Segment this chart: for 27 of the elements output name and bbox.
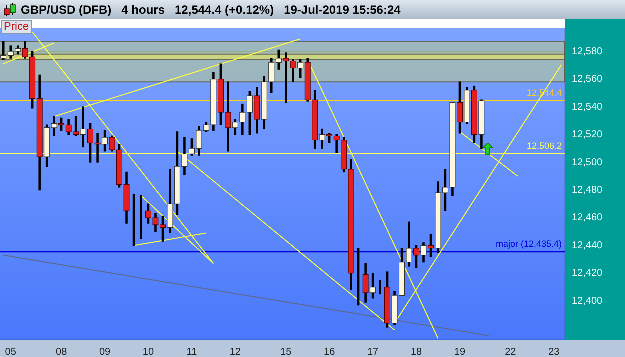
x-tick-label: 05 — [5, 346, 17, 357]
x-tick-label: 12 — [230, 346, 242, 357]
y-tick-label: 12,460 — [572, 212, 604, 224]
y-tick-label: 12,400 — [572, 296, 604, 307]
y-tick-label: 12,420 — [572, 268, 604, 280]
annotation: Price — [1, 20, 32, 34]
x-tick-label: 19 — [454, 346, 466, 357]
x-tick-label: 18 — [410, 346, 423, 357]
y-tick-label: 12,500 — [572, 157, 604, 168]
ref-line-label: 12,506.2 — [526, 140, 562, 151]
chart-title: GBP/USD (DFB) 4 hours 12,544.4 (+0.12%) 19-Jul-2019 15:56:24 — [21, 2, 401, 16]
y-tick-label: 12,480 — [572, 184, 604, 196]
x-tick-label: 23 — [548, 346, 560, 357]
y-tick-label: 12,520 — [572, 130, 604, 141]
x-tick-label: 15 — [280, 346, 292, 357]
y-tick-label: 12,440 — [572, 240, 604, 252]
x-tick-label: 08 — [56, 346, 68, 357]
y-tick-label: 12,560 — [572, 74, 604, 86]
ref-line-label: major (12,435.4) — [496, 239, 562, 250]
x-tick-label: 22 — [505, 346, 517, 357]
x-tick-label: 11 — [186, 346, 198, 357]
x-tick-label: 17 — [367, 346, 380, 357]
y-tick-label: 12,580 — [572, 46, 604, 58]
x-tick-label: 09 — [99, 346, 112, 357]
y-tick-label: 12,540 — [572, 102, 604, 113]
x-tick-label: 16 — [324, 346, 336, 357]
x-tick-label: 10 — [142, 346, 154, 357]
